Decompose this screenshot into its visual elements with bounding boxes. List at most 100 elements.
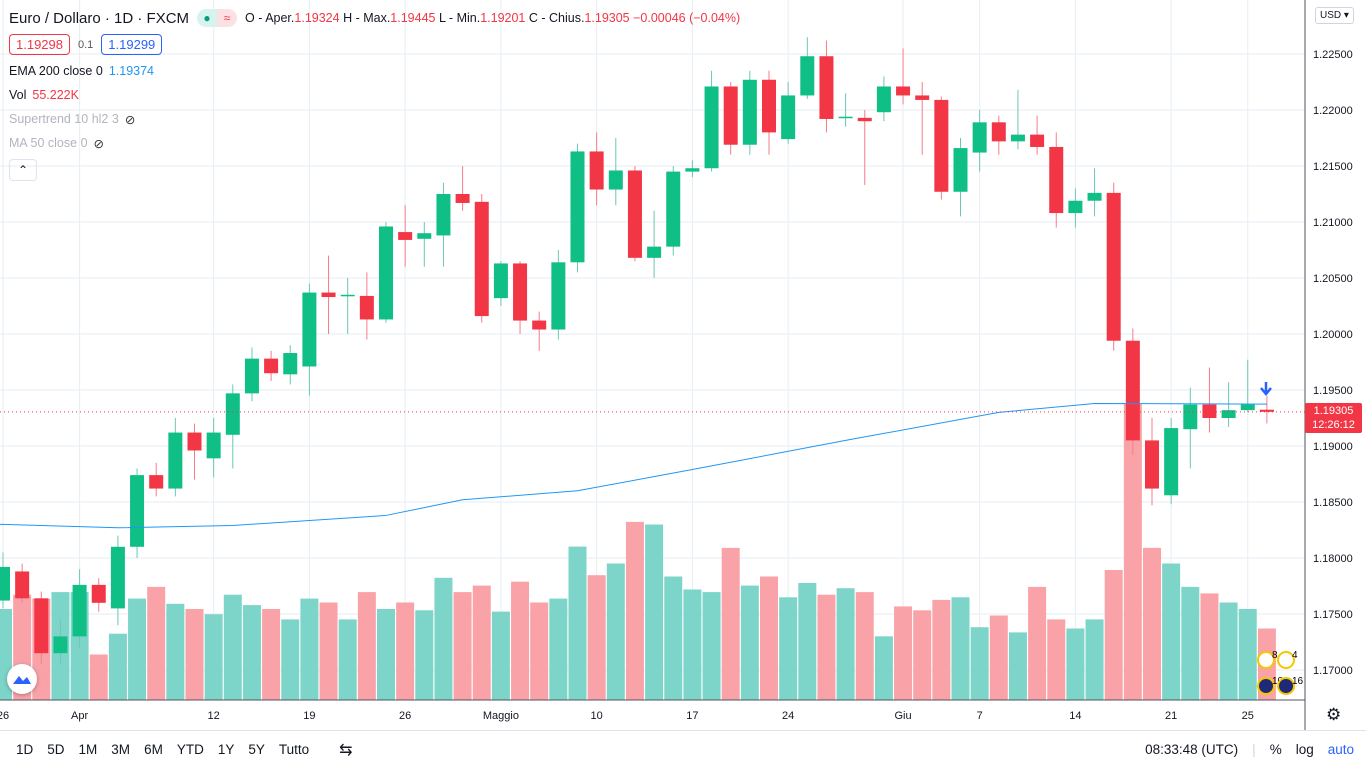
indicator-ma[interactable]: MA 50 close 0 ⊘ xyxy=(9,136,104,151)
candle[interactable] xyxy=(991,115,1006,155)
candle[interactable] xyxy=(244,347,259,402)
candle[interactable] xyxy=(704,70,719,172)
hidden-eye-icon[interactable]: ⊘ xyxy=(93,136,104,151)
candle[interactable] xyxy=(1010,89,1025,150)
candle[interactable] xyxy=(130,468,145,558)
range-3m[interactable]: 3M xyxy=(111,742,131,757)
indicator-ema[interactable]: EMA 200 close 0 1.19374 xyxy=(9,64,154,78)
candle[interactable] xyxy=(149,462,164,497)
candle[interactable] xyxy=(417,222,432,267)
range-1m[interactable]: 1M xyxy=(78,742,98,757)
candle[interactable] xyxy=(551,250,566,340)
candle[interactable] xyxy=(1106,182,1121,351)
candle[interactable] xyxy=(72,569,87,648)
indicator-supertrend[interactable]: Supertrend 10 hl2 3 ⊘ xyxy=(9,112,136,127)
candle[interactable] xyxy=(206,418,221,478)
candle[interactable] xyxy=(1145,418,1159,506)
candle[interactable] xyxy=(666,166,681,256)
candle[interactable] xyxy=(781,82,796,144)
candle[interactable] xyxy=(1068,188,1083,228)
settings-gear-icon[interactable]: ⚙ xyxy=(1326,705,1342,724)
candle[interactable] xyxy=(608,138,623,206)
collapse-legend-button[interactable]: ⌃ xyxy=(9,159,37,181)
range-6m[interactable]: 6M xyxy=(144,742,163,757)
candle[interactable] xyxy=(398,205,413,267)
candle[interactable] xyxy=(1221,382,1236,427)
candle[interactable] xyxy=(723,82,738,155)
candle[interactable] xyxy=(321,255,336,334)
candle[interactable] xyxy=(857,110,872,186)
candle[interactable] xyxy=(302,283,317,396)
candle[interactable] xyxy=(819,40,834,133)
candle[interactable] xyxy=(1030,115,1045,155)
candle[interactable] xyxy=(685,160,700,178)
log-toggle[interactable]: log xyxy=(1295,742,1314,757)
candle[interactable] xyxy=(513,261,528,334)
candle[interactable] xyxy=(0,552,10,609)
clock[interactable]: 08:33:48 (UTC) xyxy=(1145,742,1239,757)
candle[interactable] xyxy=(972,110,987,172)
candle[interactable] xyxy=(934,96,949,200)
candle[interactable] xyxy=(762,70,776,155)
indicator-volume[interactable]: Vol 55.222K xyxy=(9,88,79,102)
range-ytd[interactable]: YTD xyxy=(176,742,204,757)
symbol-title[interactable]: Euro / Dollaro · 1D · FXCM xyxy=(9,9,190,27)
candle[interactable] xyxy=(359,272,374,340)
candle[interactable] xyxy=(340,278,355,334)
candle[interactable] xyxy=(34,591,49,665)
signal-down-arrow-icon[interactable] xyxy=(1260,382,1272,396)
date-range-icon[interactable]: ⇆ xyxy=(339,741,353,759)
candle[interactable] xyxy=(876,76,891,122)
candle[interactable] xyxy=(1049,132,1064,228)
candle[interactable] xyxy=(742,70,757,155)
candle[interactable] xyxy=(436,182,451,267)
candle[interactable] xyxy=(283,345,298,385)
candle[interactable] xyxy=(493,261,508,306)
tradingview-logo[interactable] xyxy=(7,664,37,694)
candle[interactable] xyxy=(838,93,853,127)
price-chart[interactable]: 1.22500 1.22000 1.21500 1.21000 1.20500 1.200… xyxy=(0,0,1366,730)
percent-toggle[interactable]: % xyxy=(1269,742,1282,757)
candle[interactable] xyxy=(896,48,911,105)
candle[interactable] xyxy=(474,194,489,323)
candle[interactable] xyxy=(91,578,106,612)
candle[interactable] xyxy=(1125,328,1140,455)
candle[interactable] xyxy=(379,222,393,323)
candle[interactable] xyxy=(168,418,183,497)
candle[interactable] xyxy=(15,563,30,603)
candle[interactable] xyxy=(532,311,547,351)
candle[interactable] xyxy=(187,423,202,480)
candle[interactable] xyxy=(110,535,125,626)
us-event-icon[interactable]: 8 xyxy=(1257,650,1278,669)
candle[interactable] xyxy=(225,384,240,469)
candle[interactable] xyxy=(647,210,662,278)
eu-event-icon[interactable]: 10 xyxy=(1257,676,1284,695)
candle[interactable] xyxy=(455,166,470,211)
candle[interactable] xyxy=(915,82,930,155)
candle[interactable] xyxy=(1164,418,1179,505)
range-1y[interactable]: 1Y xyxy=(217,742,235,757)
candle[interactable] xyxy=(589,132,604,206)
buy-button[interactable]: 1.19299 xyxy=(101,34,163,55)
range-1d[interactable]: 1D xyxy=(16,742,34,757)
candle[interactable] xyxy=(1087,168,1102,217)
sell-button[interactable]: 1.19298 xyxy=(9,34,70,55)
candle[interactable] xyxy=(800,37,815,99)
range-5d[interactable]: 5D xyxy=(47,742,65,757)
auto-toggle[interactable]: auto xyxy=(1327,742,1354,757)
hidden-eye-icon[interactable]: ⊘ xyxy=(124,112,136,127)
range-5y[interactable]: 5Y xyxy=(248,742,265,757)
candle[interactable] xyxy=(264,350,279,382)
candle[interactable] xyxy=(1259,396,1274,424)
candle[interactable] xyxy=(1183,387,1198,469)
currency-select[interactable]: USD ▾ xyxy=(1315,7,1354,24)
candle[interactable] xyxy=(953,138,968,217)
us-event-icon[interactable]: 4 xyxy=(1277,650,1298,669)
eu-event-icon[interactable]: 16 xyxy=(1277,676,1304,695)
candle[interactable] xyxy=(570,143,585,273)
range-tutto[interactable]: Tutto xyxy=(278,742,310,757)
candle[interactable] xyxy=(1202,367,1217,433)
candle[interactable] xyxy=(53,619,68,665)
candle[interactable] xyxy=(627,166,642,262)
market-status[interactable]: ● ≈ xyxy=(197,9,238,27)
